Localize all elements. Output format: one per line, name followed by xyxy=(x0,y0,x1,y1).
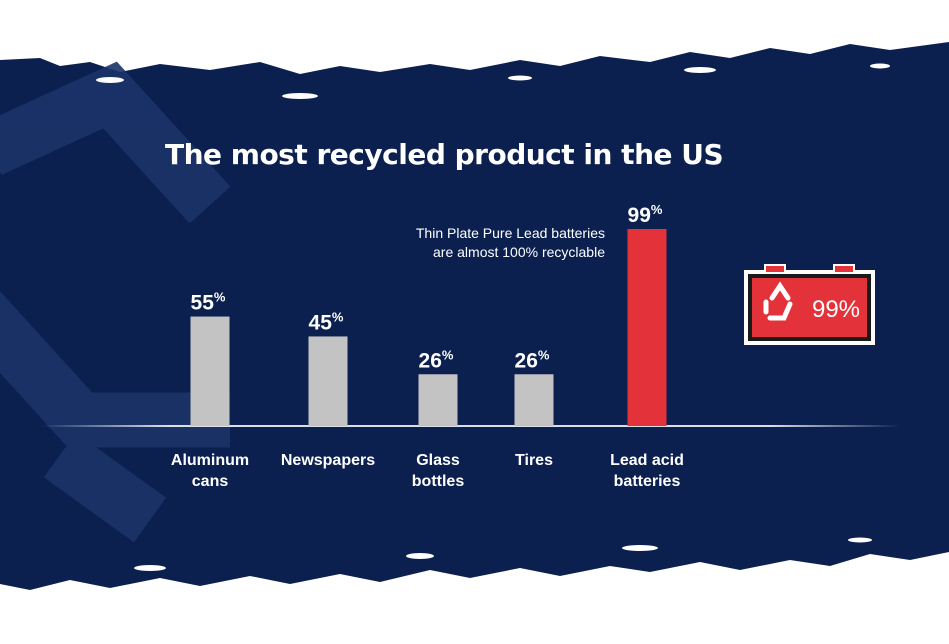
category-label-2: Glass bottles xyxy=(412,452,465,490)
value-label-1: 45% xyxy=(309,309,344,334)
bar-0 xyxy=(190,316,230,426)
category-label-4: Lead acid batteries xyxy=(610,452,684,490)
x-axis-baseline xyxy=(40,425,900,427)
category-label-3: Tires xyxy=(515,452,553,469)
recycle-watermark-icon xyxy=(0,61,231,543)
value-label-3: 26% xyxy=(515,347,550,372)
bar-4 xyxy=(627,229,667,426)
badge-value: 99% xyxy=(812,296,860,323)
annotation-line-2: are almost 100% recyclable xyxy=(433,244,605,260)
bars-group xyxy=(190,229,667,426)
bar-2 xyxy=(418,374,458,426)
category-labels-group: Aluminum cans Newspapers Glass bottles Tires L… xyxy=(171,452,684,490)
category-label-1: Newspapers xyxy=(281,452,375,469)
annotation-line-1: Thin Plate Pure Lead batteries xyxy=(415,225,605,241)
background-band xyxy=(0,42,949,590)
chart-title: The most recycled product in the US xyxy=(165,138,724,171)
bar-1 xyxy=(308,336,348,426)
category-label-0: Aluminum cans xyxy=(171,452,249,490)
value-label-0: 55% xyxy=(191,290,226,315)
brush-speckles xyxy=(96,63,890,571)
battery-badge: 99% xyxy=(744,264,875,345)
value-label-4: 99% xyxy=(628,202,663,227)
value-labels-group: 55% 45% 26% 26% 99% xyxy=(191,202,663,372)
battery-recycle-icon xyxy=(763,281,793,321)
value-label-2: 26% xyxy=(419,347,454,372)
annotation-text: Thin Plate Pure Lead batteries are almos… xyxy=(360,224,605,262)
bar-3 xyxy=(514,374,554,426)
